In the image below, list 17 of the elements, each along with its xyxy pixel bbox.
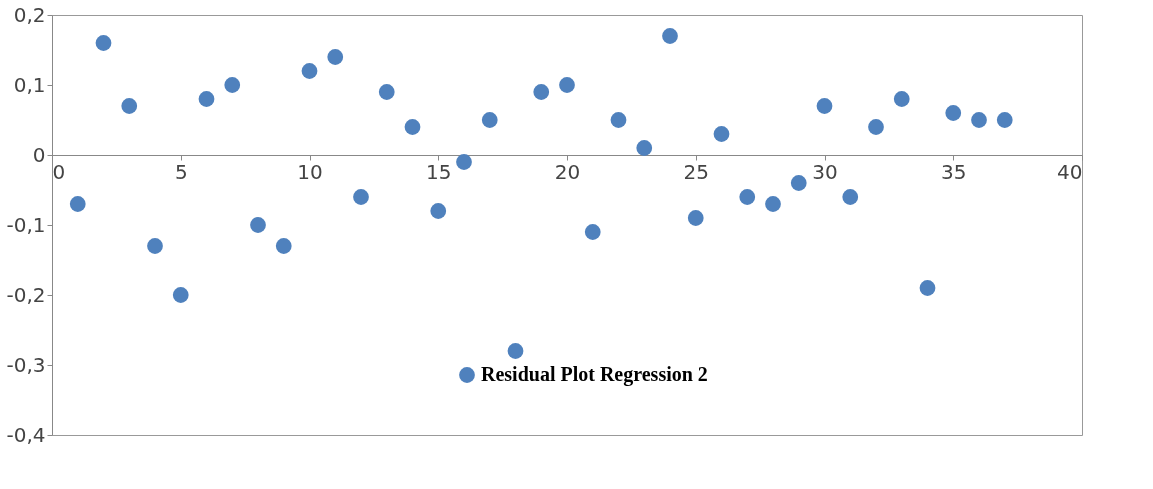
y-tick-label: 0 xyxy=(32,142,46,167)
y-tick-label: -0,4 xyxy=(6,422,46,447)
x-tick-label: 30 xyxy=(812,159,838,184)
y-tick-label: 0,2 xyxy=(13,2,46,27)
legend-label: Residual Plot Regression 2 xyxy=(481,363,708,386)
x-tick-label: 15 xyxy=(426,159,452,184)
x-tick-label: 40 xyxy=(1057,159,1083,184)
y-tick-label: 0,1 xyxy=(13,72,46,97)
x-tick-label: 5 xyxy=(174,159,188,184)
x-tick-label: 35 xyxy=(941,159,967,184)
x-tick-label: 10 xyxy=(297,159,323,184)
y-tick-label: -0,1 xyxy=(6,212,46,237)
y-tick-label: -0,3 xyxy=(6,352,46,377)
x-tick-label: 0 xyxy=(52,159,66,184)
x-tick-label: 20 xyxy=(554,159,581,184)
x-tick-label: 25 xyxy=(683,159,709,184)
y-tick-label: -0,2 xyxy=(6,282,46,307)
